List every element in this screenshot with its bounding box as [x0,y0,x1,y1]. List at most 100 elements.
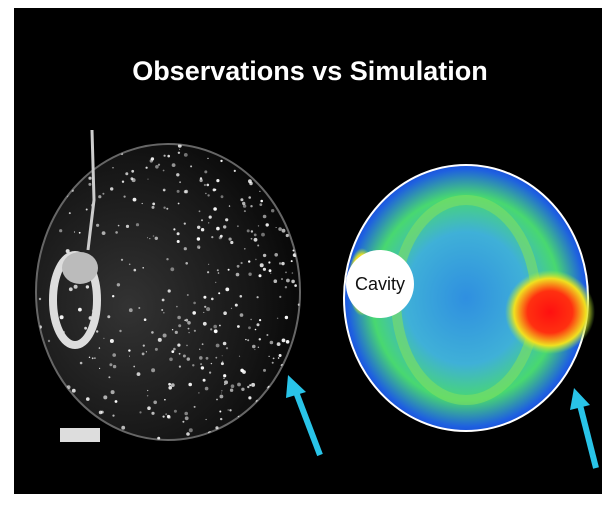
speckle [201,366,204,369]
speckle [188,332,189,333]
speckle [173,348,176,351]
speckle [121,426,125,430]
speckle [229,205,230,206]
speckle [89,357,90,358]
speckle [166,258,168,260]
speckle [249,182,253,186]
speckle [78,308,82,312]
speckle [286,279,290,283]
speckle [267,387,269,389]
speckle [185,262,188,265]
speckle [259,319,261,321]
speckle [259,338,261,340]
speckle [157,437,160,440]
speckle [147,237,148,238]
speckle [119,330,121,332]
speckle [259,191,260,192]
speckle [211,236,213,238]
speckle [273,358,275,360]
speckle [278,357,280,359]
speckle [88,183,91,186]
speckle [163,334,167,338]
speckle [242,202,245,205]
speckle [161,309,163,311]
speckle [285,272,287,274]
speckle [249,384,251,386]
speckle [190,165,192,167]
speckle [260,200,263,203]
speckle [179,181,181,183]
speckle [250,205,252,207]
speckle [178,203,180,205]
speckle [147,395,148,396]
speckle [229,409,231,411]
speckle [281,364,283,366]
speckle [184,247,187,250]
speckle [241,262,243,264]
speckle [218,292,220,294]
speckle [164,155,166,157]
speckle [142,353,145,356]
speckle [162,299,165,302]
speckle [152,206,155,209]
speckle [240,295,243,298]
speckle [279,354,282,357]
speckle [131,177,134,180]
speckle [163,207,165,209]
speckle [79,232,81,234]
speckle [177,344,180,347]
speckle [142,267,144,269]
speckle [200,363,202,365]
speckle [129,356,130,357]
speckle [103,338,104,339]
speckle [228,409,229,410]
speckle [237,265,240,268]
speckle [223,225,226,228]
speckle [217,269,219,271]
speckle [272,362,274,364]
speckle [221,393,222,394]
speckle [207,184,210,187]
speckle [220,235,223,238]
speckle [179,366,181,368]
speckle [251,230,253,232]
speckle [112,295,114,297]
speckle [147,179,148,180]
device-head [62,252,98,284]
speckle [213,207,217,211]
speckle [254,238,258,242]
speckle [208,222,209,223]
speckle [136,223,139,226]
speckle [207,194,209,196]
speckle [291,260,293,262]
speckle [229,238,232,241]
speckle [122,181,124,183]
speckle [263,215,267,219]
speckle [171,350,174,353]
speckle [163,416,165,418]
speckle [174,410,177,413]
speckle [149,238,150,239]
speckle [221,195,224,198]
speckle [206,307,210,311]
speckle [186,432,190,436]
page: Observations vs Simulation Cavity (() =>… [0,0,613,506]
speckle [257,245,259,247]
speckle [223,311,227,315]
speckle [270,273,271,274]
speckle [251,383,255,387]
speckle [124,196,126,198]
speckle [205,193,206,194]
speckle [210,328,212,330]
speckle [244,248,246,250]
speckle [215,282,216,283]
speckle [203,322,207,326]
speckle [231,308,232,309]
speckle [207,271,209,273]
speckle [225,218,228,221]
speckle [151,368,155,372]
speckle [206,419,207,420]
speckle [117,283,120,286]
speckle [207,158,208,159]
speckle [187,321,191,325]
